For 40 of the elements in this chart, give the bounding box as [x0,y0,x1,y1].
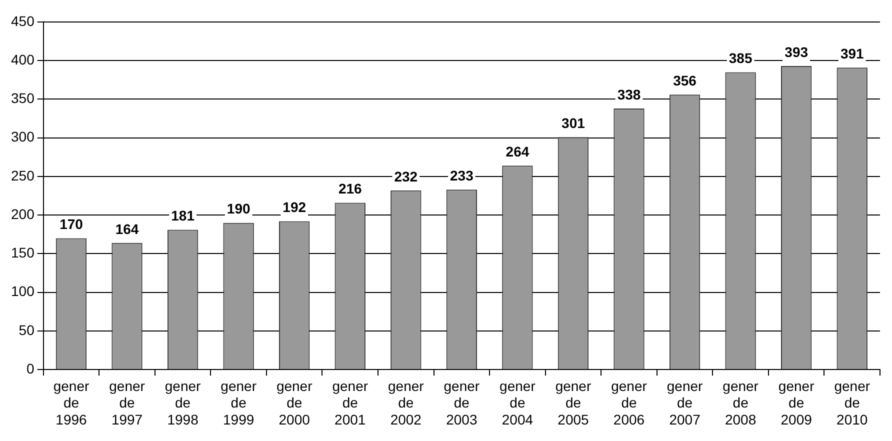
y-tick-label: 300 [11,128,35,145]
data-label: 232 [394,168,418,184]
y-tick-label: 0 [26,360,35,376]
x-tick-label: gener de 2002 [388,378,424,428]
x-tick-label: gener de 1997 [109,378,146,428]
data-label: 190 [226,200,250,217]
data-label: 164 [115,220,139,237]
x-tick-label: gener de 2009 [778,378,815,428]
x-tick-label: gener de 2005 [555,378,592,428]
data-label: 356 [673,72,697,88]
y-tick-label: 200 [11,206,35,222]
y-tick-label: 150 [11,244,35,261]
x-tick-label: gener de 2004 [500,378,536,428]
data-label: 192 [282,199,306,216]
data-label: 181 [171,208,195,224]
x-tick-label: gener de 2001 [332,378,368,428]
y-tick-label: 450 [11,12,35,29]
y-tick-label: 50 [18,322,35,338]
data-label: 301 [562,114,586,131]
data-label: 264 [506,144,530,160]
data-label: 216 [338,180,362,197]
x-tick-label: gener de 2000 [276,378,313,428]
x-tick-label: gener de 1998 [164,378,202,428]
x-tick-label: gener de 2010 [834,378,870,428]
data-label: 233 [450,167,474,184]
data-label: 338 [617,86,641,102]
y-tick-label: 350 [11,90,35,106]
y-tick-label: 100 [11,283,35,300]
x-tick-label: gener de 2007 [666,378,704,428]
data-label: 393 [784,44,808,60]
data-label: 385 [728,50,752,66]
y-tick-label: 250 [11,167,35,184]
x-tick-label: gener de 1996 [53,378,90,428]
x-tick-label: gener de 1999 [220,378,257,428]
data-label: 170 [60,216,84,232]
data-label: 391 [840,45,864,62]
x-tick-label: gener de 2008 [722,378,759,428]
x-tick-label: gener de 2006 [611,378,648,428]
x-tick-label: gener de 2003 [444,378,480,428]
y-tick-label: 400 [11,51,35,68]
